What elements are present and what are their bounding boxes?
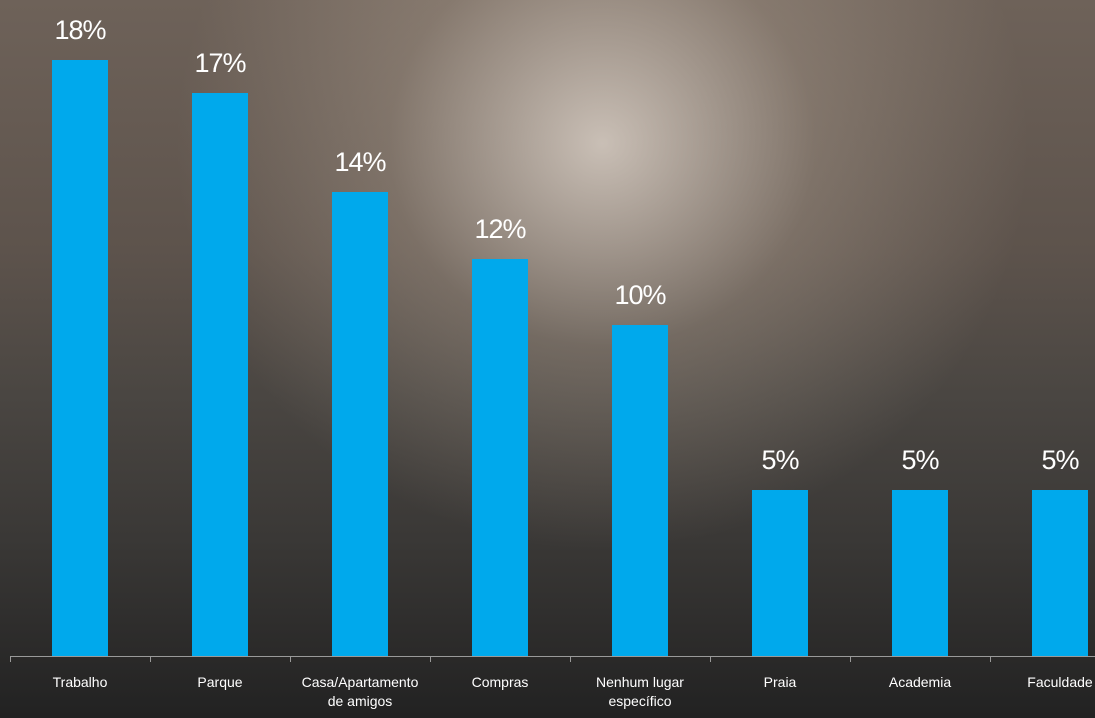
x-tick-label: Compras <box>435 673 565 692</box>
x-tick <box>570 656 571 662</box>
x-tick <box>150 656 151 662</box>
x-tick <box>850 656 851 662</box>
value-label: 18% <box>30 15 130 46</box>
x-tick-label: Parque <box>155 673 285 692</box>
x-tick <box>990 656 991 662</box>
bar <box>192 93 248 656</box>
value-label: 14% <box>310 147 410 178</box>
x-tick <box>10 656 11 662</box>
value-label: 12% <box>450 214 550 245</box>
bar <box>472 259 528 656</box>
bar <box>752 490 808 656</box>
value-label: 5% <box>870 445 970 476</box>
x-tick-label: Casa/Apartamento de amigos <box>295 673 425 711</box>
x-tick-label: Trabalho <box>15 673 145 692</box>
x-tick-label: Praia <box>715 673 845 692</box>
bar <box>52 60 108 656</box>
x-tick-label: Academia <box>855 673 985 692</box>
value-label: 5% <box>1010 445 1095 476</box>
value-label: 5% <box>730 445 830 476</box>
x-tick-label: Faculdade <box>995 673 1095 692</box>
x-tick <box>290 656 291 662</box>
bar <box>332 192 388 656</box>
x-tick-label: Nenhum lugar específico <box>575 673 705 711</box>
bar <box>892 490 948 656</box>
x-tick <box>710 656 711 662</box>
value-label: 10% <box>590 280 690 311</box>
bar <box>612 325 668 656</box>
bar <box>1032 490 1088 656</box>
value-label: 17% <box>170 48 270 79</box>
x-tick <box>430 656 431 662</box>
chart: 18% Trabalho 17% Parque 14% Casa/Apartamento … <box>0 0 1095 718</box>
x-axis-line <box>10 656 1095 657</box>
